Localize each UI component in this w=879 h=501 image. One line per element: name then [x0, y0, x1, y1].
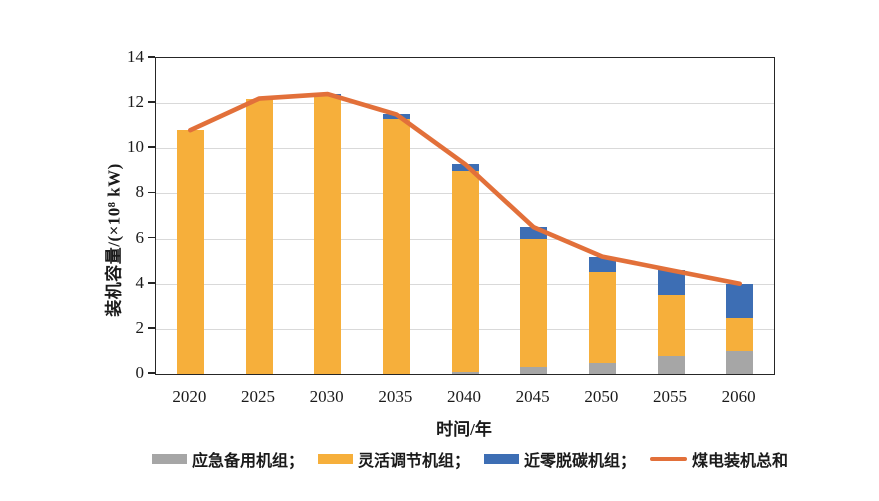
y-tick-mark-4: [148, 281, 155, 284]
bar-segment-nearzero-2060: [726, 283, 754, 318]
y-tick-mark-2: [148, 327, 155, 329]
gridline-y-12: [156, 103, 774, 105]
bar-segment-flexible-2060: [726, 317, 754, 352]
y-tick-label-4: 4: [135, 272, 145, 292]
total-line-layer: [187, 91, 743, 286]
bar-segment-emergency-2060: [726, 351, 754, 374]
bar-segment-emergency-2040: [451, 371, 479, 374]
bar-segment-flexible-2020: [176, 130, 204, 374]
x-tick-label-2030: 2030: [309, 387, 344, 406]
y-tick-mark-10: [148, 146, 155, 149]
legend-item-1: 灵活调节机组；: [318, 447, 470, 471]
bar-segment-flexible-2050: [588, 272, 616, 363]
bar-segment-nearzero-2045: [520, 227, 548, 239]
total-line: [187, 91, 743, 286]
bar-segment-flexible-2035: [382, 118, 410, 374]
bar-segment-flexible-2025: [245, 98, 273, 374]
x-tick-label-2025: 2025: [241, 387, 275, 406]
bar-segment-nearzero-2050: [588, 256, 616, 273]
orange-line-swatch: [650, 456, 688, 462]
x-tick-label-2060: 2060: [721, 387, 756, 406]
x-tick-label-2020: 2020: [172, 387, 207, 406]
legend-label-3: 煤电装机总和: [692, 453, 789, 470]
y-tick-label-10: 10: [127, 137, 144, 157]
legend-label-2: 近零脱碳机组；: [524, 453, 637, 470]
bar-segment-flexible-2040: [451, 170, 479, 372]
legend-label-0: 应急备用机组；: [192, 453, 305, 470]
y-tick-mark-14: [148, 56, 155, 58]
x-tick-label-2040: 2040: [447, 387, 481, 406]
y-tick-label-2: 2: [135, 317, 145, 337]
legend-item-2: 近零脱碳机组；: [484, 447, 636, 471]
x-axis-title: 时间/年: [436, 420, 492, 439]
bar-segment-emergency-2045: [520, 367, 548, 374]
y-tick-mark-12: [148, 101, 155, 103]
gray-box-swatch: [152, 454, 187, 464]
yellow-box-swatch: [318, 454, 354, 464]
legend-label-1: 灵活调节机组；: [358, 453, 471, 470]
legend: 应急备用机组； 灵活调节机组； 近零脱碳机组； 煤电装机总和: [152, 447, 788, 471]
plot-area: [155, 57, 775, 375]
y-tick-mark-0: [148, 372, 155, 374]
legend-item-3: 煤电装机总和: [650, 447, 788, 471]
bar-segment-flexible-2030: [314, 96, 342, 374]
bar-segment-emergency-2050: [588, 362, 616, 374]
y-tick-label-8: 8: [135, 182, 145, 202]
y-tick-label-0: 0: [135, 363, 145, 382]
bar-segment-nearzero-2040: [451, 164, 479, 171]
legend-item-0: 应急备用机组；: [152, 447, 304, 471]
bar-segment-flexible-2055: [657, 295, 685, 356]
y-tick-label-12: 12: [127, 92, 144, 112]
x-tick-label-2035: 2035: [378, 387, 413, 406]
x-tick-label-2045: 2045: [515, 387, 550, 406]
y-tick-mark-6: [148, 236, 155, 239]
bar-segment-flexible-2045: [520, 238, 548, 368]
x-tick-label-2050: 2050: [584, 387, 619, 406]
x-tick-label-2055: 2055: [653, 387, 687, 406]
y-tick-label-14: 14: [127, 47, 144, 66]
bar-segment-emergency-2055: [657, 355, 685, 374]
y-tick-label-6: 6: [135, 227, 145, 247]
y-tick-mark-8: [148, 191, 155, 194]
gridline-y-10: [156, 148, 774, 150]
blue-box-swatch: [484, 454, 520, 464]
